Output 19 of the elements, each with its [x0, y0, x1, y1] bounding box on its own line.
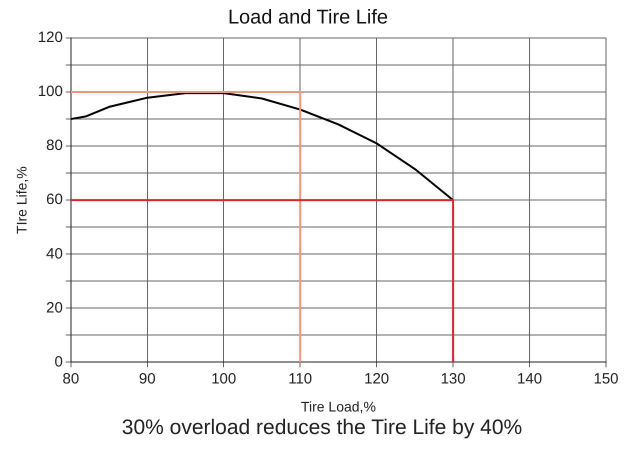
y-tick-label: 60: [46, 191, 63, 208]
y-tick-label: 20: [46, 299, 63, 316]
x-tick-label: 100: [211, 370, 236, 388]
y-axis-title: TIre Life,%: [13, 166, 30, 234]
text: 30% overload reduces the Tire Life by 40%: [120, 416, 524, 440]
x-tick-label: 130: [440, 370, 466, 388]
y-tick-label: 40: [46, 245, 63, 262]
x-tick-label: 90: [138, 370, 156, 388]
x-tick-label: 140: [517, 370, 542, 388]
chart-title: Load and Tire Life: [228, 6, 388, 29]
x-tick-label: 120: [364, 370, 390, 388]
y-tick-label: 80: [46, 137, 63, 154]
x-tick-label: 150: [593, 370, 619, 388]
y-tick-label: 0: [54, 353, 63, 370]
x-tick-label: 80: [62, 370, 80, 388]
x-tick-label: 110: [288, 370, 312, 388]
y-tick-label: 100: [38, 83, 63, 100]
x-axis-title: Tire Load,%: [300, 398, 376, 414]
y-tick-label: 120: [38, 29, 63, 46]
